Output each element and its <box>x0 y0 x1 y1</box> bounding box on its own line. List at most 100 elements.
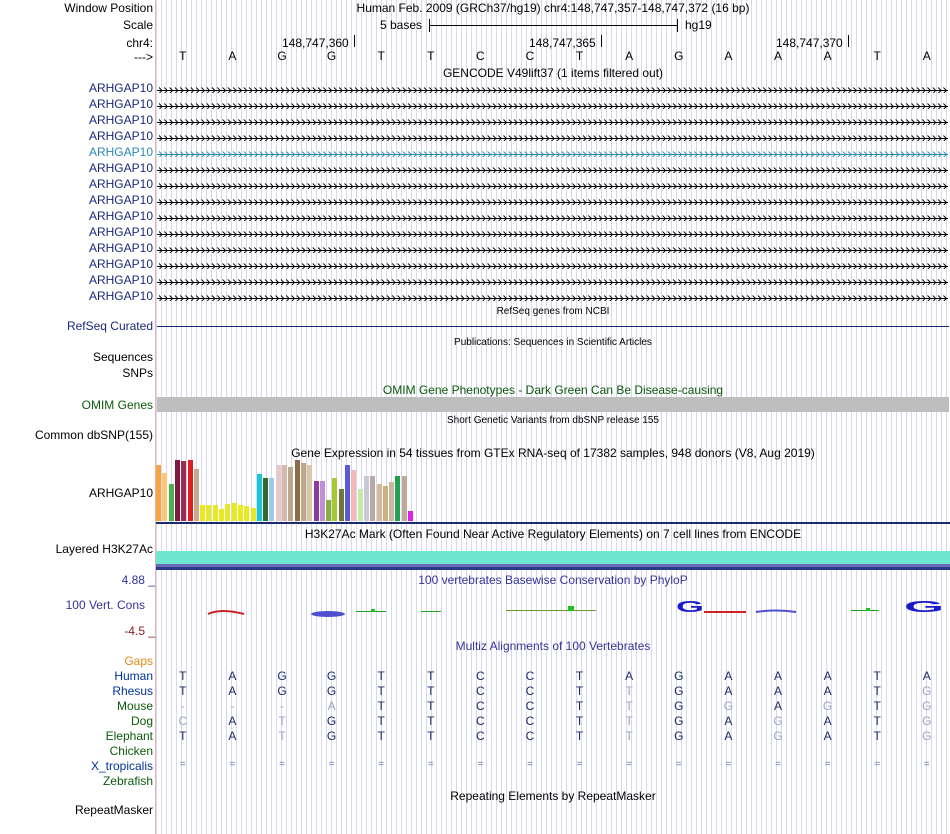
gtex-tissue-bar[interactable] <box>237 505 243 521</box>
gencode-gene-intron-arrows[interactable] <box>157 164 948 173</box>
species-label[interactable]: Rhesus <box>112 684 153 698</box>
gtex-tissue-bar[interactable] <box>282 465 287 521</box>
gencode-gene-intron-arrows[interactable] <box>157 180 948 189</box>
species-label[interactable]: Dog <box>130 714 153 728</box>
species-label[interactable]: Elephant <box>105 729 153 743</box>
refseq-track-label[interactable]: RefSeq Curated <box>66 319 153 333</box>
gtex-tissue-bar[interactable] <box>395 476 401 521</box>
gtex-tissue-bar[interactable] <box>168 484 174 521</box>
gencode-gene-intron-arrows[interactable] <box>157 116 948 125</box>
gencode-gene-intron-arrows[interactable] <box>157 260 948 269</box>
gtex-tissue-bar[interactable] <box>389 482 395 521</box>
gencode-gene-label[interactable]: ARHGAP10 <box>88 161 153 175</box>
gtex-bar-graph[interactable] <box>156 460 950 522</box>
gtex-tissue-bar[interactable] <box>408 511 413 521</box>
gtex-tissue-bar[interactable] <box>351 470 357 521</box>
gtex-tissue-bar[interactable] <box>376 484 382 521</box>
phylop-track-label[interactable]: 100 Vert. Cons <box>65 598 145 612</box>
gencode-gene-label[interactable]: ARHGAP10 <box>88 241 153 255</box>
gencode-gene-label[interactable]: ARHGAP10 <box>88 129 153 143</box>
species-label[interactable]: Zebrafish <box>102 774 153 788</box>
species-label[interactable]: Mouse <box>116 699 153 713</box>
species-label[interactable]: X_tropicalis <box>90 759 153 773</box>
gtex-tissue-bar[interactable] <box>256 474 262 521</box>
gtex-tissue-bar[interactable] <box>250 508 256 521</box>
gtex-tissue-bar[interactable] <box>401 476 407 521</box>
gencode-gene-label[interactable]: ARHGAP10 <box>88 193 153 207</box>
gtex-tissue-bar[interactable] <box>332 478 338 521</box>
gtex-tissue-bar[interactable] <box>294 460 300 521</box>
h3k27ac-track-label[interactable]: Layered H3K27Ac <box>55 542 153 556</box>
gencode-gene-intron-arrows[interactable] <box>157 196 948 205</box>
gtex-tissue-bar[interactable] <box>181 461 187 521</box>
grid-line <box>736 0 737 834</box>
gencode-gene-label[interactable]: ARHGAP10 <box>88 273 153 287</box>
gtex-tissue-bar[interactable] <box>338 489 344 521</box>
gtex-tissue-bar[interactable] <box>326 500 332 521</box>
grid-line <box>436 0 437 834</box>
gencode-gene-intron-arrows[interactable] <box>157 212 948 221</box>
gencode-gene-label[interactable]: ARHGAP10 <box>88 289 153 303</box>
gtex-tissue-bar[interactable] <box>225 504 231 521</box>
gtex-tissue-bar[interactable] <box>269 478 275 521</box>
grid-line <box>166 0 167 834</box>
omim-gene-bar[interactable] <box>157 397 949 412</box>
dbsnp-track-label[interactable]: Common dbSNP(155) <box>34 428 153 442</box>
publications-sequences-label[interactable]: Sequences <box>92 350 153 364</box>
gtex-tissue-bar[interactable] <box>162 473 168 521</box>
aligned-base: - <box>280 699 284 713</box>
gencode-gene-label[interactable]: ARHGAP10 <box>88 81 153 95</box>
gtex-track-label[interactable]: ARHGAP10 <box>88 486 153 500</box>
species-label[interactable]: Chicken <box>109 744 153 758</box>
gtex-tissue-bar[interactable] <box>212 505 218 521</box>
gencode-gene-intron-arrows[interactable] <box>157 228 948 237</box>
gencode-gene-label[interactable]: ARHGAP10 <box>88 257 153 271</box>
gencode-gene-label[interactable]: ARHGAP10 <box>88 177 153 191</box>
gtex-tissue-bar[interactable] <box>174 460 180 521</box>
phylop-logo-plot[interactable]: G G <box>156 590 950 620</box>
gtex-tissue-bar[interactable] <box>363 476 369 521</box>
aligned-base: T <box>575 699 584 713</box>
omim-track-label[interactable]: OMIM Genes <box>81 398 153 412</box>
gtex-tissue-bar[interactable] <box>244 506 250 521</box>
gencode-gene-label[interactable]: ARHGAP10 <box>88 97 153 111</box>
gtex-tissue-bar[interactable] <box>200 505 206 521</box>
gencode-gene-intron-arrows[interactable] <box>157 148 948 157</box>
gencode-gene-label[interactable]: ARHGAP10 <box>88 209 153 223</box>
gtex-tissue-bar[interactable] <box>231 503 237 521</box>
gtex-tissue-bar[interactable] <box>307 465 313 521</box>
gencode-gene-label[interactable]: ARHGAP10 <box>88 225 153 239</box>
gtex-tissue-bar[interactable] <box>319 481 325 521</box>
gencode-gene-intron-arrows[interactable] <box>157 84 948 93</box>
gencode-gene-intron-arrows[interactable] <box>157 132 948 141</box>
gtex-tissue-bar[interactable] <box>288 467 294 521</box>
gtex-tissue-bar[interactable] <box>193 469 199 521</box>
gtex-tissue-bar[interactable] <box>206 505 212 521</box>
multiz-gaps-label[interactable]: Gaps <box>124 654 153 668</box>
gtex-tissue-bar[interactable] <box>275 465 281 521</box>
h3k27ac-signal[interactable] <box>156 551 950 564</box>
gtex-tissue-bar[interactable] <box>300 463 306 521</box>
refseq-gene-line[interactable] <box>157 326 949 327</box>
gtex-tissue-bar[interactable] <box>219 509 224 521</box>
gencode-gene-intron-arrows[interactable] <box>157 292 948 301</box>
gtex-tissue-bar[interactable] <box>345 465 350 521</box>
gtex-tissue-bar[interactable] <box>187 460 193 521</box>
grid-line <box>516 0 517 834</box>
gencode-gene-intron-arrows[interactable] <box>157 244 948 253</box>
publications-snps-label[interactable]: SNPs <box>122 366 153 380</box>
grid-line <box>371 0 372 834</box>
gencode-gene-label[interactable]: ARHGAP10 <box>88 145 153 159</box>
gencode-gene-intron-arrows[interactable] <box>157 100 948 109</box>
gencode-gene-intron-arrows[interactable] <box>157 276 948 285</box>
species-label[interactable]: Human <box>114 669 153 683</box>
gtex-tissue-bar[interactable] <box>313 481 319 521</box>
gtex-tissue-bar[interactable] <box>263 478 269 521</box>
repeatmasker-track-label[interactable]: RepeatMasker <box>74 803 153 817</box>
aligned-base: = <box>378 759 385 770</box>
gencode-gene-label[interactable]: ARHGAP10 <box>88 113 153 127</box>
gtex-tissue-bar[interactable] <box>156 465 161 521</box>
gtex-tissue-bar[interactable] <box>357 489 363 521</box>
gtex-tissue-bar[interactable] <box>382 486 388 521</box>
gtex-tissue-bar[interactable] <box>370 476 376 521</box>
